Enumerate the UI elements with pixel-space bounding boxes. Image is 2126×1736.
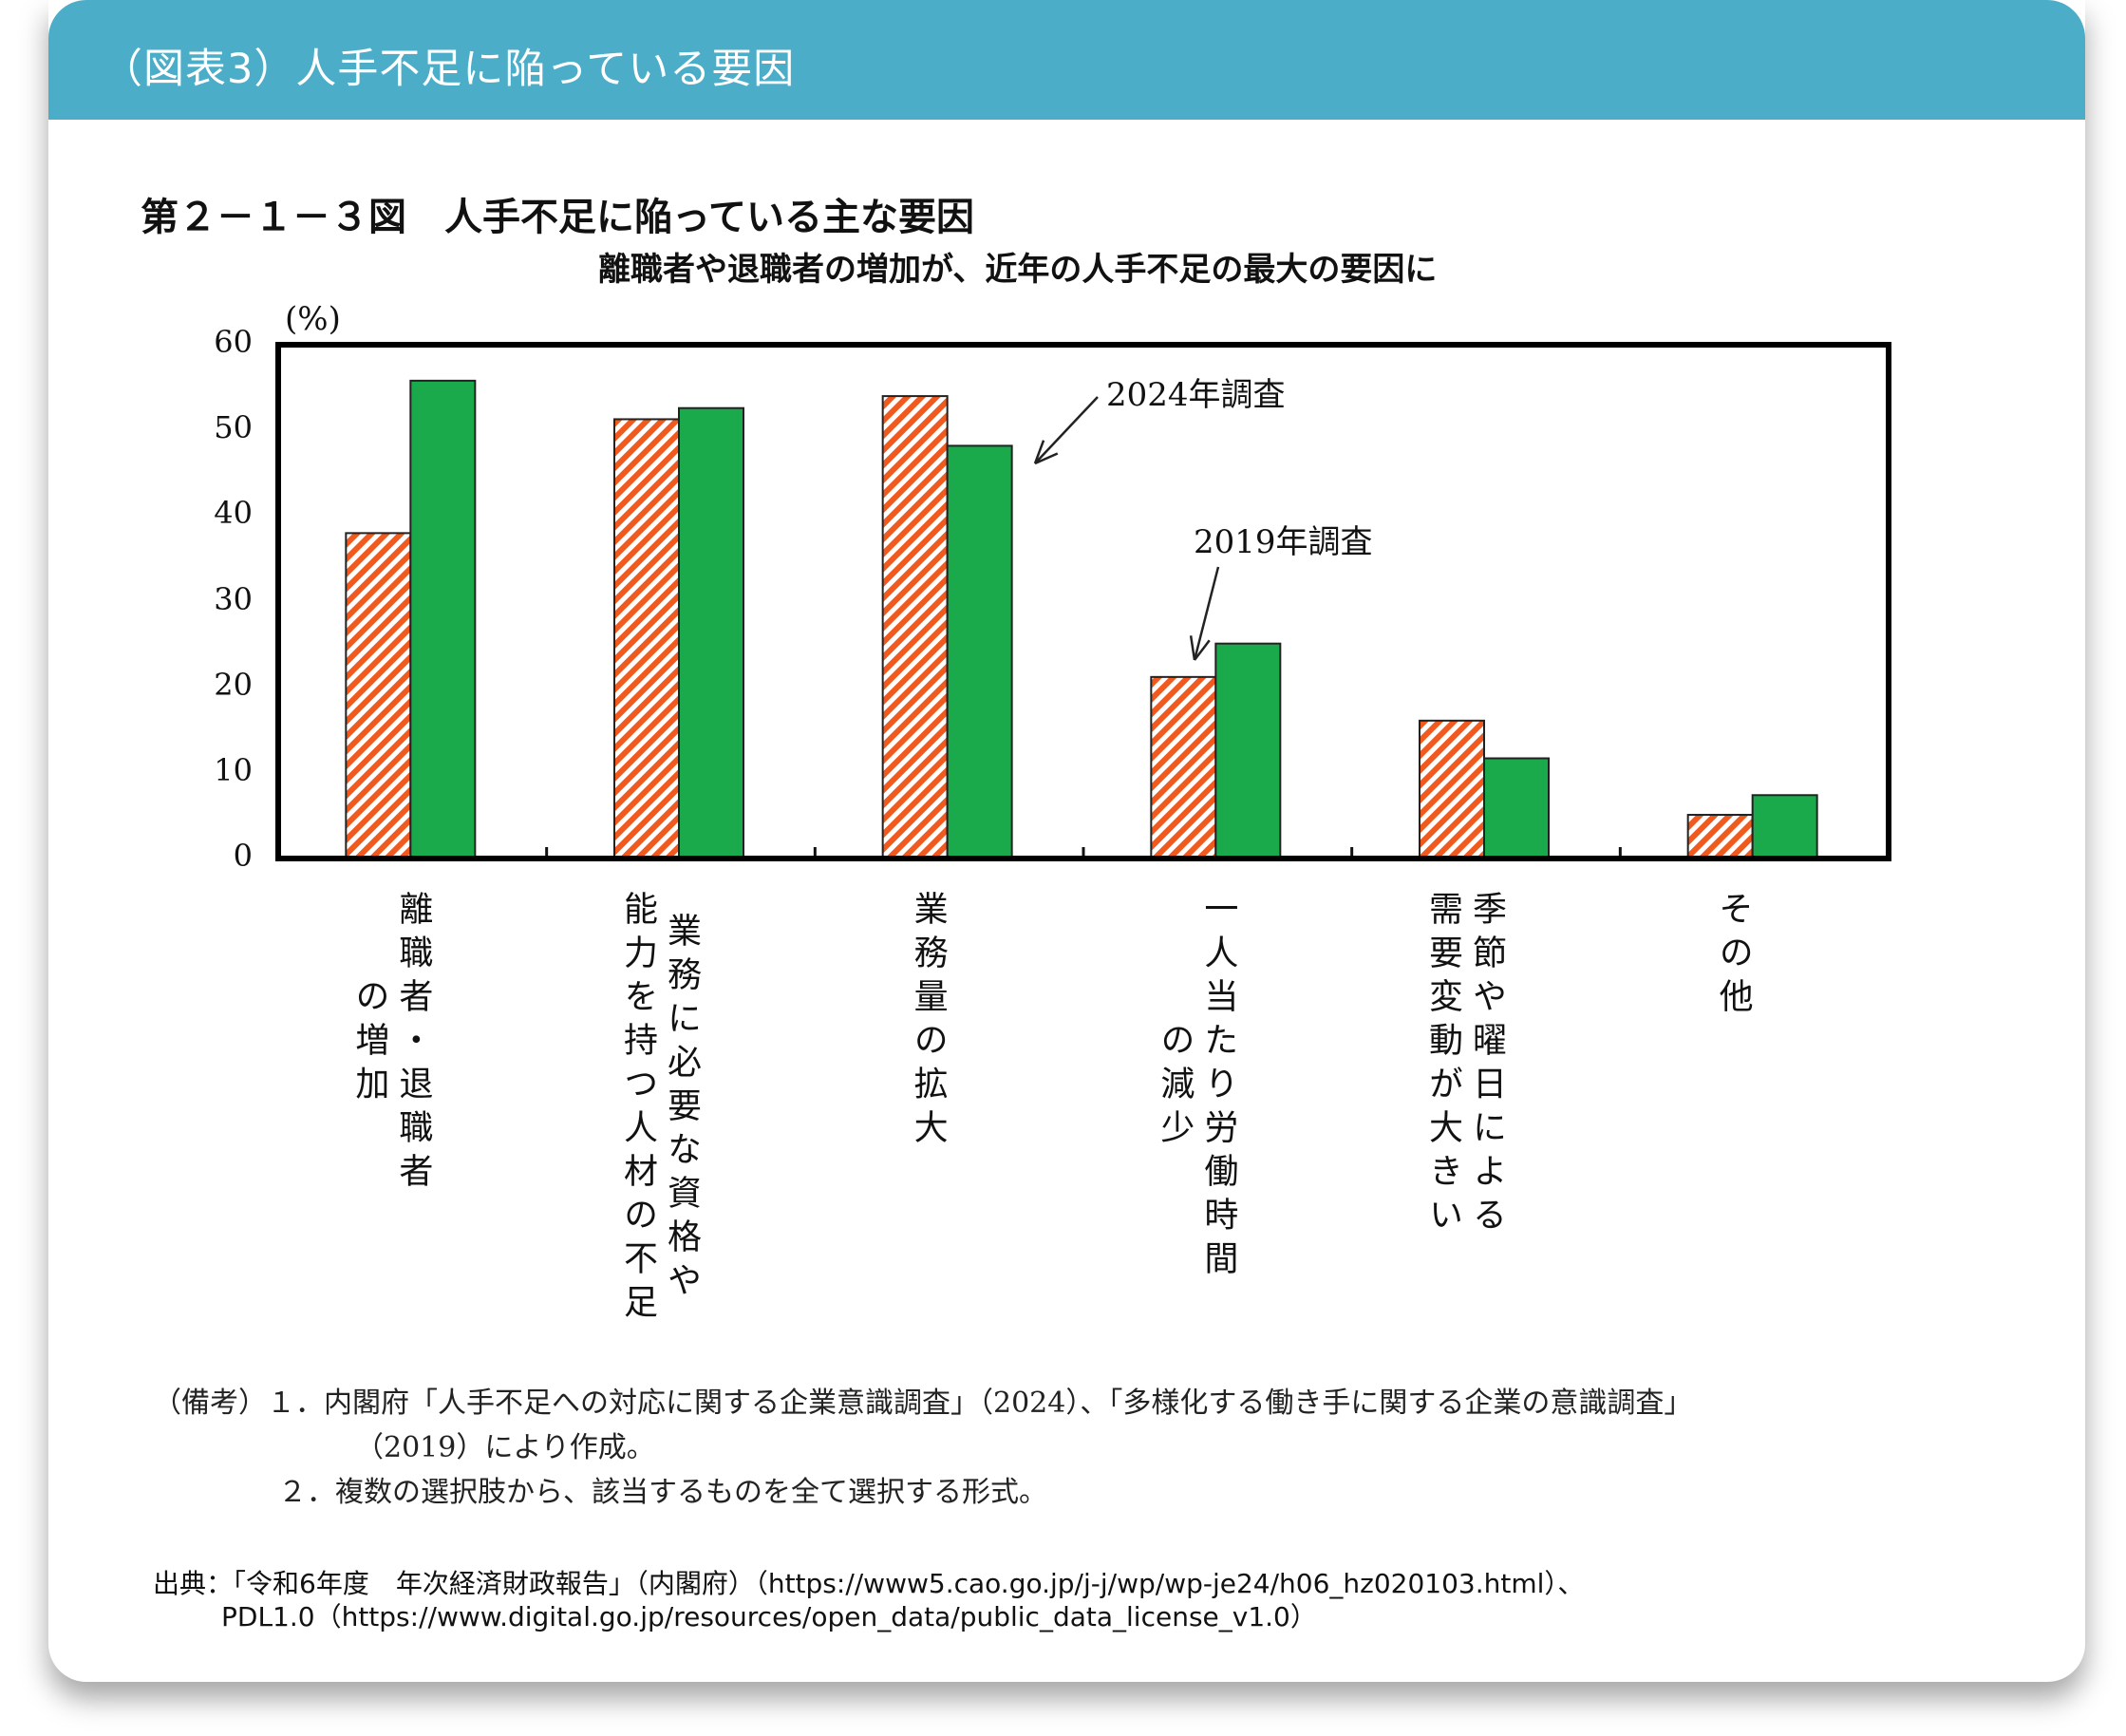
arrow-2019	[1193, 566, 1220, 661]
note-line-3: ２．複数の選択肢から、該当するものを全て選択する形式。	[278, 1476, 1047, 1509]
bar-2019年調査-2	[881, 395, 949, 859]
arrow-2019-head	[1194, 639, 1211, 661]
y-tick-label: 30	[214, 580, 253, 617]
bar-2019年調査-3	[1150, 675, 1217, 860]
x-category-label: 需要変動が大きい	[1423, 891, 1462, 1240]
arrow-2024-head	[1033, 440, 1045, 464]
x-category-label: 季節や曜日による	[1467, 891, 1506, 1240]
x-category-label: 離職者・退職者	[393, 891, 433, 1197]
x-category-label: 業務量の拡大	[908, 891, 948, 1153]
source-line-1: 出典：「令和6年度 年次経済財政報告」（内閣府）（https://www5.ca…	[153, 1568, 1585, 1599]
bar-2019年調査-0	[345, 532, 412, 859]
bar-2019年調査-1	[613, 418, 680, 859]
y-tick-label: 40	[214, 495, 253, 532]
x-category-label: その他	[1713, 891, 1753, 1022]
bar-2024年調査-3	[1214, 642, 1282, 859]
arrow-2019-head	[1189, 635, 1196, 661]
y-tick-label: 50	[214, 409, 253, 446]
x-category-label: の減少	[1155, 1022, 1195, 1153]
bar-2024年調査-0	[409, 379, 477, 859]
bar-2019年調査-4	[1419, 719, 1485, 859]
note-line-1: （備考）１．内閣府「人手不足への対応に関する企業意識調査」（2024）、「多様化…	[153, 1387, 1693, 1420]
figure-title: 第２－１－３図 人手不足に陥っている主な要因	[141, 196, 974, 239]
y-tick-label: 60	[214, 324, 253, 360]
bar-2024年調査-1	[678, 406, 744, 859]
y-tick-label: 10	[214, 751, 253, 788]
y-axis-label: (%)	[285, 300, 341, 338]
y-tick-label: 0	[233, 838, 253, 874]
arrow-2024-head	[1034, 452, 1059, 465]
bar-2019年調査-5	[1686, 814, 1754, 860]
header-title: （図表3）人手不足に陥っている要因	[102, 46, 796, 93]
annotation-2019: 2019年調査	[1194, 523, 1373, 561]
x-category-label: 能力を持つ人材の不足	[618, 891, 657, 1328]
bar-2024年調査-5	[1751, 794, 1818, 860]
figure-subtitle: 離職者や退職者の増加が、近年の人手不足の最大の要因に	[598, 251, 1438, 289]
note-line-2: （2019）により作成。	[355, 1431, 655, 1464]
arrow-2024	[1034, 396, 1099, 464]
plot-frame	[275, 342, 1891, 861]
x-category-label: の増加	[349, 978, 389, 1109]
x-category-label: 一人当たり労働時間	[1198, 891, 1238, 1284]
y-tick-label: 20	[214, 666, 253, 703]
card-header: （図表3）人手不足に陥っている要因	[48, 0, 2085, 120]
x-category-label: 業務に必要な資格や	[662, 913, 701, 1306]
annotation-2024: 2024年調査	[1106, 376, 1286, 414]
bar-2024年調査-4	[1483, 757, 1550, 860]
bar-2024年調査-2	[946, 444, 1013, 859]
source-line-2: PDL1.0（https://www.digital.go.jp/resourc…	[221, 1601, 1317, 1632]
